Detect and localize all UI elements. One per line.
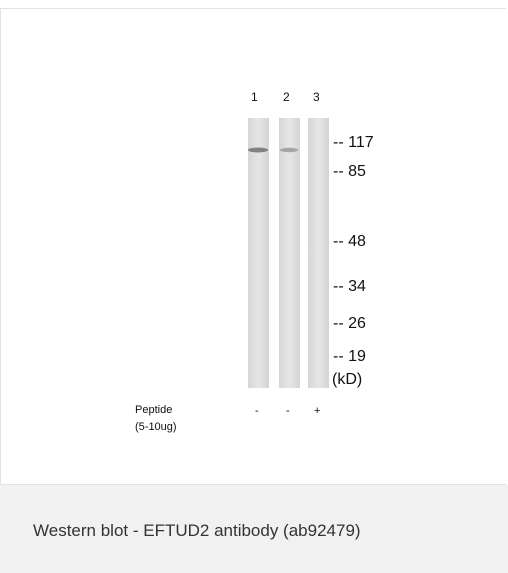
marker-label: -- 34 [333, 278, 366, 296]
marker-label: -- 48 [333, 233, 366, 251]
lane-label: 1 [251, 90, 258, 104]
lane-strip [248, 118, 269, 388]
marker-label: -- 85 [333, 163, 366, 181]
band [280, 148, 298, 152]
treatment-label: Peptide [135, 404, 172, 416]
treatment-state: + [314, 405, 320, 417]
band [248, 148, 268, 153]
marker-label: -- 26 [333, 315, 366, 333]
treatment-state: - [255, 405, 259, 417]
lane-strip [308, 118, 329, 388]
treatment-state: - [286, 405, 290, 417]
marker-label: -- 117 [333, 134, 374, 152]
caption-bar: Western blot - EFTUD2 antibody (ab92479) [0, 485, 508, 573]
lane-strip [279, 118, 300, 388]
lane-label: 3 [313, 90, 320, 104]
lane-label: 2 [283, 90, 290, 104]
blot [0, 0, 508, 485]
unit-label: (kD) [332, 371, 362, 389]
treatment-sublabel: (5-10ug) [135, 421, 177, 433]
caption: Western blot - EFTUD2 antibody (ab92479) [33, 521, 361, 541]
page: 1 2 3 -- 117 -- 85 -- 48 -- 34 -- 26 -- … [0, 0, 508, 573]
marker-label: -- 19 [333, 348, 366, 366]
